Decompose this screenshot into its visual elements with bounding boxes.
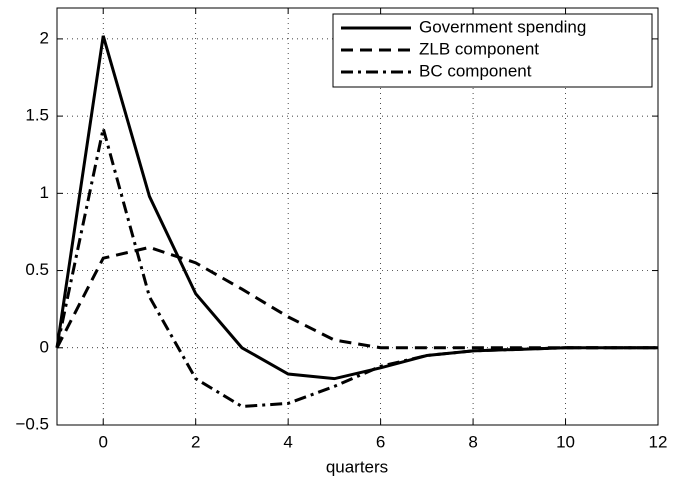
legend-label: Government spending xyxy=(419,17,586,36)
x-tick-label: 10 xyxy=(556,432,575,451)
y-tick-label: 1.5 xyxy=(25,106,49,125)
x-tick-label: 6 xyxy=(376,432,385,451)
y-tick-label: 0 xyxy=(40,337,49,356)
legend-label: ZLB component xyxy=(419,39,539,58)
legend-label: BC component xyxy=(419,61,532,80)
series-line xyxy=(55,128,658,408)
x-tick-label: 2 xyxy=(191,432,200,451)
plot-frame xyxy=(56,7,659,426)
series-line xyxy=(55,245,658,350)
y-tick-label: 0.5 xyxy=(25,260,49,279)
x-tick-label: 8 xyxy=(468,432,477,451)
x-tick-label: 12 xyxy=(649,432,668,451)
y-tick-label: −0.5 xyxy=(15,414,49,433)
y-tick-label: 2 xyxy=(40,28,49,47)
x-axis-label: quarters xyxy=(326,457,388,476)
x-tick-label: 0 xyxy=(98,432,107,451)
x-tick-label: 4 xyxy=(283,432,292,451)
y-tick-label: 1 xyxy=(40,183,49,202)
